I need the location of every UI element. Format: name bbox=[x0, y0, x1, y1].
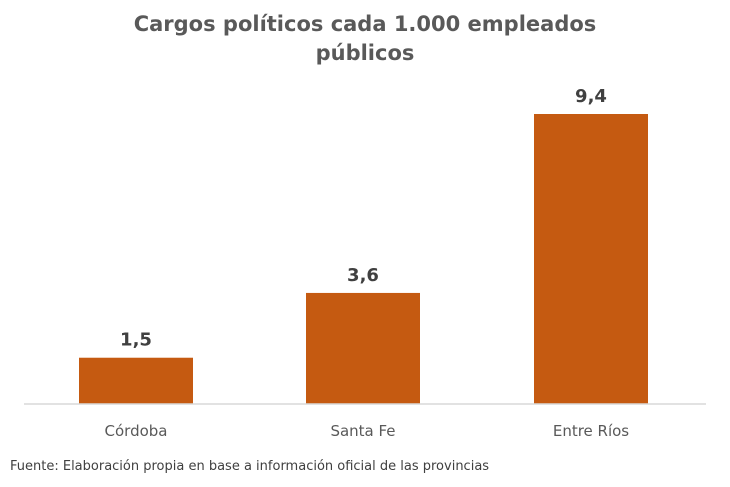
data-label-3: 9,4 bbox=[575, 86, 607, 107]
chart-title-line-1: Cargos políticos cada 1.000 empleados bbox=[133, 12, 597, 36]
data-label-1: 1,5 bbox=[120, 330, 152, 351]
chart-title-line-2: públicos bbox=[315, 41, 415, 65]
chart-title: Cargos políticos cada 1.000 empleados pú… bbox=[0, 10, 730, 68]
bar-3 bbox=[534, 114, 648, 404]
bar-2 bbox=[306, 292, 420, 404]
data-label-2: 3,6 bbox=[347, 265, 379, 286]
bar-1 bbox=[79, 357, 193, 404]
category-label-3: Entre Ríos bbox=[553, 422, 629, 440]
source-note: Fuente: Elaboración propia en base a inf… bbox=[10, 459, 490, 474]
category-label-1: Córdoba bbox=[105, 422, 168, 440]
category-label-2: Santa Fe bbox=[330, 422, 395, 440]
